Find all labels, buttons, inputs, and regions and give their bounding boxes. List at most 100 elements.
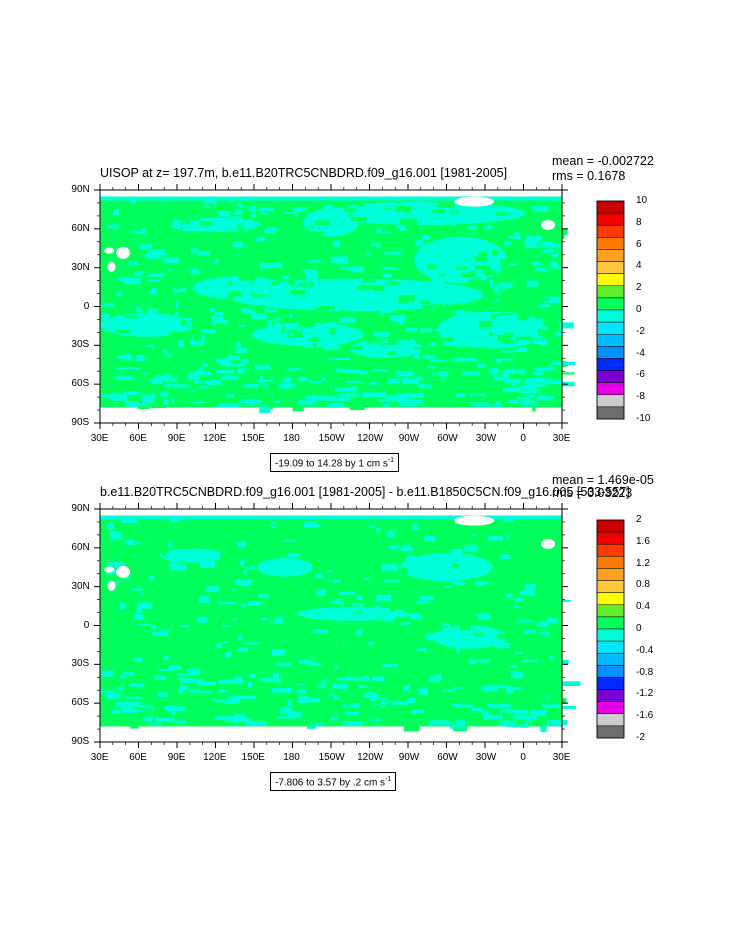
colorbar-swatch [596, 713, 625, 727]
colorbar [596, 200, 625, 420]
lon-tick-label: 90E [167, 433, 186, 444]
lon-tick-label: 60W [437, 433, 458, 444]
lat-tick-label: 90S [71, 417, 90, 428]
colorbar-swatch [596, 652, 625, 666]
colorbar-swatch [596, 406, 625, 420]
map-frame [99, 508, 563, 743]
panel-1-title: UISOP at z= 197.7m, b.e11.B20TRC5CNBDRD.… [100, 166, 508, 180]
lat-tick-label: 30S [71, 658, 90, 670]
colorbar-swatch [596, 261, 625, 274]
colorbar-label: 1.2 [636, 557, 650, 569]
colorbar-swatch [596, 309, 625, 323]
panel-1-mean: mean = -0.002722 [552, 154, 654, 168]
lat-tick-label: 90N [71, 503, 90, 514]
panel-2-contour-info: -7.806 to 3.57 by .2 cm s-1 [270, 772, 397, 792]
lon-tick-label: 60E [129, 433, 147, 444]
colorbar-swatch [596, 701, 625, 715]
colorbar-swatch [596, 224, 625, 238]
colorbar-swatch [596, 592, 625, 606]
lon-tick-label: 180 [283, 433, 300, 444]
colorbar-label: -2 [636, 325, 645, 337]
panel-2-rms: rms = 0.03223 [552, 486, 633, 500]
colorbar-swatch [596, 370, 625, 383]
colorbar-swatch [596, 273, 625, 287]
map-background [100, 509, 562, 742]
colorbar-label: 10 [636, 195, 648, 206]
panel-1-contour-info-exp: -1 [387, 457, 395, 464]
colorbar-label: -2 [636, 732, 645, 743]
lon-tick-label: 0 [520, 433, 526, 444]
map-frame [99, 189, 563, 424]
lat-tick-label: 90N [71, 184, 90, 195]
colorbar-label: 1.6 [636, 535, 650, 547]
lon-tick-label: 30W [475, 433, 497, 444]
colorbar-swatch [596, 665, 625, 678]
map-missing-regions [104, 515, 556, 591]
lat-tick-label: 60S [71, 697, 90, 709]
lat-tick-label: 30N [71, 580, 90, 592]
colorbar-swatch [596, 346, 625, 359]
colorbar-swatch [596, 531, 625, 545]
colorbar-label: -0.4 [636, 644, 654, 656]
colorbar-label: 8 [636, 216, 642, 228]
lon-tick-label: 60W [437, 752, 458, 763]
lat-tick-label: 60N [71, 541, 90, 553]
lon-tick-label: 30E [90, 752, 109, 763]
panel-2-contour-info-exp: -1 [385, 776, 392, 783]
lon-tick-label: 30E [552, 752, 571, 763]
colorbar-label: -8 [636, 391, 645, 403]
lon-tick-label: 30W [475, 752, 497, 763]
colorbar-label: -1.6 [636, 710, 654, 722]
lon-tick-label: 150W [318, 433, 345, 444]
map-field [100, 196, 562, 408]
colorbar-label: 0 [636, 304, 642, 315]
map-field [100, 515, 562, 727]
lat-tick-label: 0 [83, 619, 90, 631]
colorbar-swatch [596, 568, 625, 581]
lon-tick-label: 60E [129, 752, 147, 763]
colorbar-swatch [596, 394, 625, 408]
colorbar-label: 0.8 [636, 579, 650, 591]
colorbar-label: 0.4 [636, 601, 650, 613]
lon-tick-label: 120E [203, 433, 227, 444]
colorbar-swatch [596, 321, 625, 335]
colorbar-swatch [596, 333, 625, 347]
colorbar-swatch [596, 519, 625, 533]
map-missing-regions [104, 196, 556, 272]
lat-tick-label: 0 [83, 300, 90, 312]
colorbar-swatch [596, 382, 625, 396]
lon-tick-label: 120E [203, 752, 227, 763]
colorbar-swatch [596, 677, 625, 690]
colorbar-swatch [596, 285, 625, 299]
lat-tick-label: 60N [71, 222, 90, 234]
colorbar-label: 2 [636, 514, 642, 525]
lat-tick-label: 30N [71, 261, 90, 273]
colorbar-label: -1.2 [636, 688, 654, 700]
colorbar-label: 6 [636, 238, 642, 250]
lon-tick-label: 120W [357, 433, 384, 444]
panel-2-title: b.e11.B20TRC5CNBDRD.f09_g16.001 [1981-20… [100, 485, 630, 499]
panel-1-contour-info-text: -19.09 to 14.28 by 1 cm s [275, 458, 388, 470]
lon-tick-label: 150W [318, 752, 345, 763]
lon-tick-label: 150E [241, 752, 265, 763]
lon-tick-label: 90W [398, 433, 420, 444]
colorbar-label: 2 [636, 282, 642, 294]
panel-1-contour-info: -19.09 to 14.28 by 1 cm s-1 [270, 453, 400, 473]
lon-tick-label: 30E [90, 433, 109, 444]
lon-tick-label: 90W [398, 752, 420, 763]
colorbar-swatch [596, 297, 625, 311]
lon-tick-label: 150E [241, 433, 265, 444]
colorbar-label: -0.8 [636, 666, 654, 678]
colorbar-swatch [596, 628, 625, 642]
colorbar-swatch [596, 212, 625, 226]
colorbar-swatch [596, 725, 625, 739]
colorbar-swatch [596, 237, 625, 250]
colorbar-swatch [596, 249, 625, 262]
lon-tick-label: 180 [283, 752, 300, 763]
colorbar-swatch [596, 640, 625, 654]
colorbar [596, 519, 625, 739]
colorbar-label: 0 [636, 623, 642, 634]
colorbar-swatch [596, 689, 625, 702]
map-negative-regions [100, 196, 575, 413]
colorbar-label: 4 [636, 260, 642, 272]
